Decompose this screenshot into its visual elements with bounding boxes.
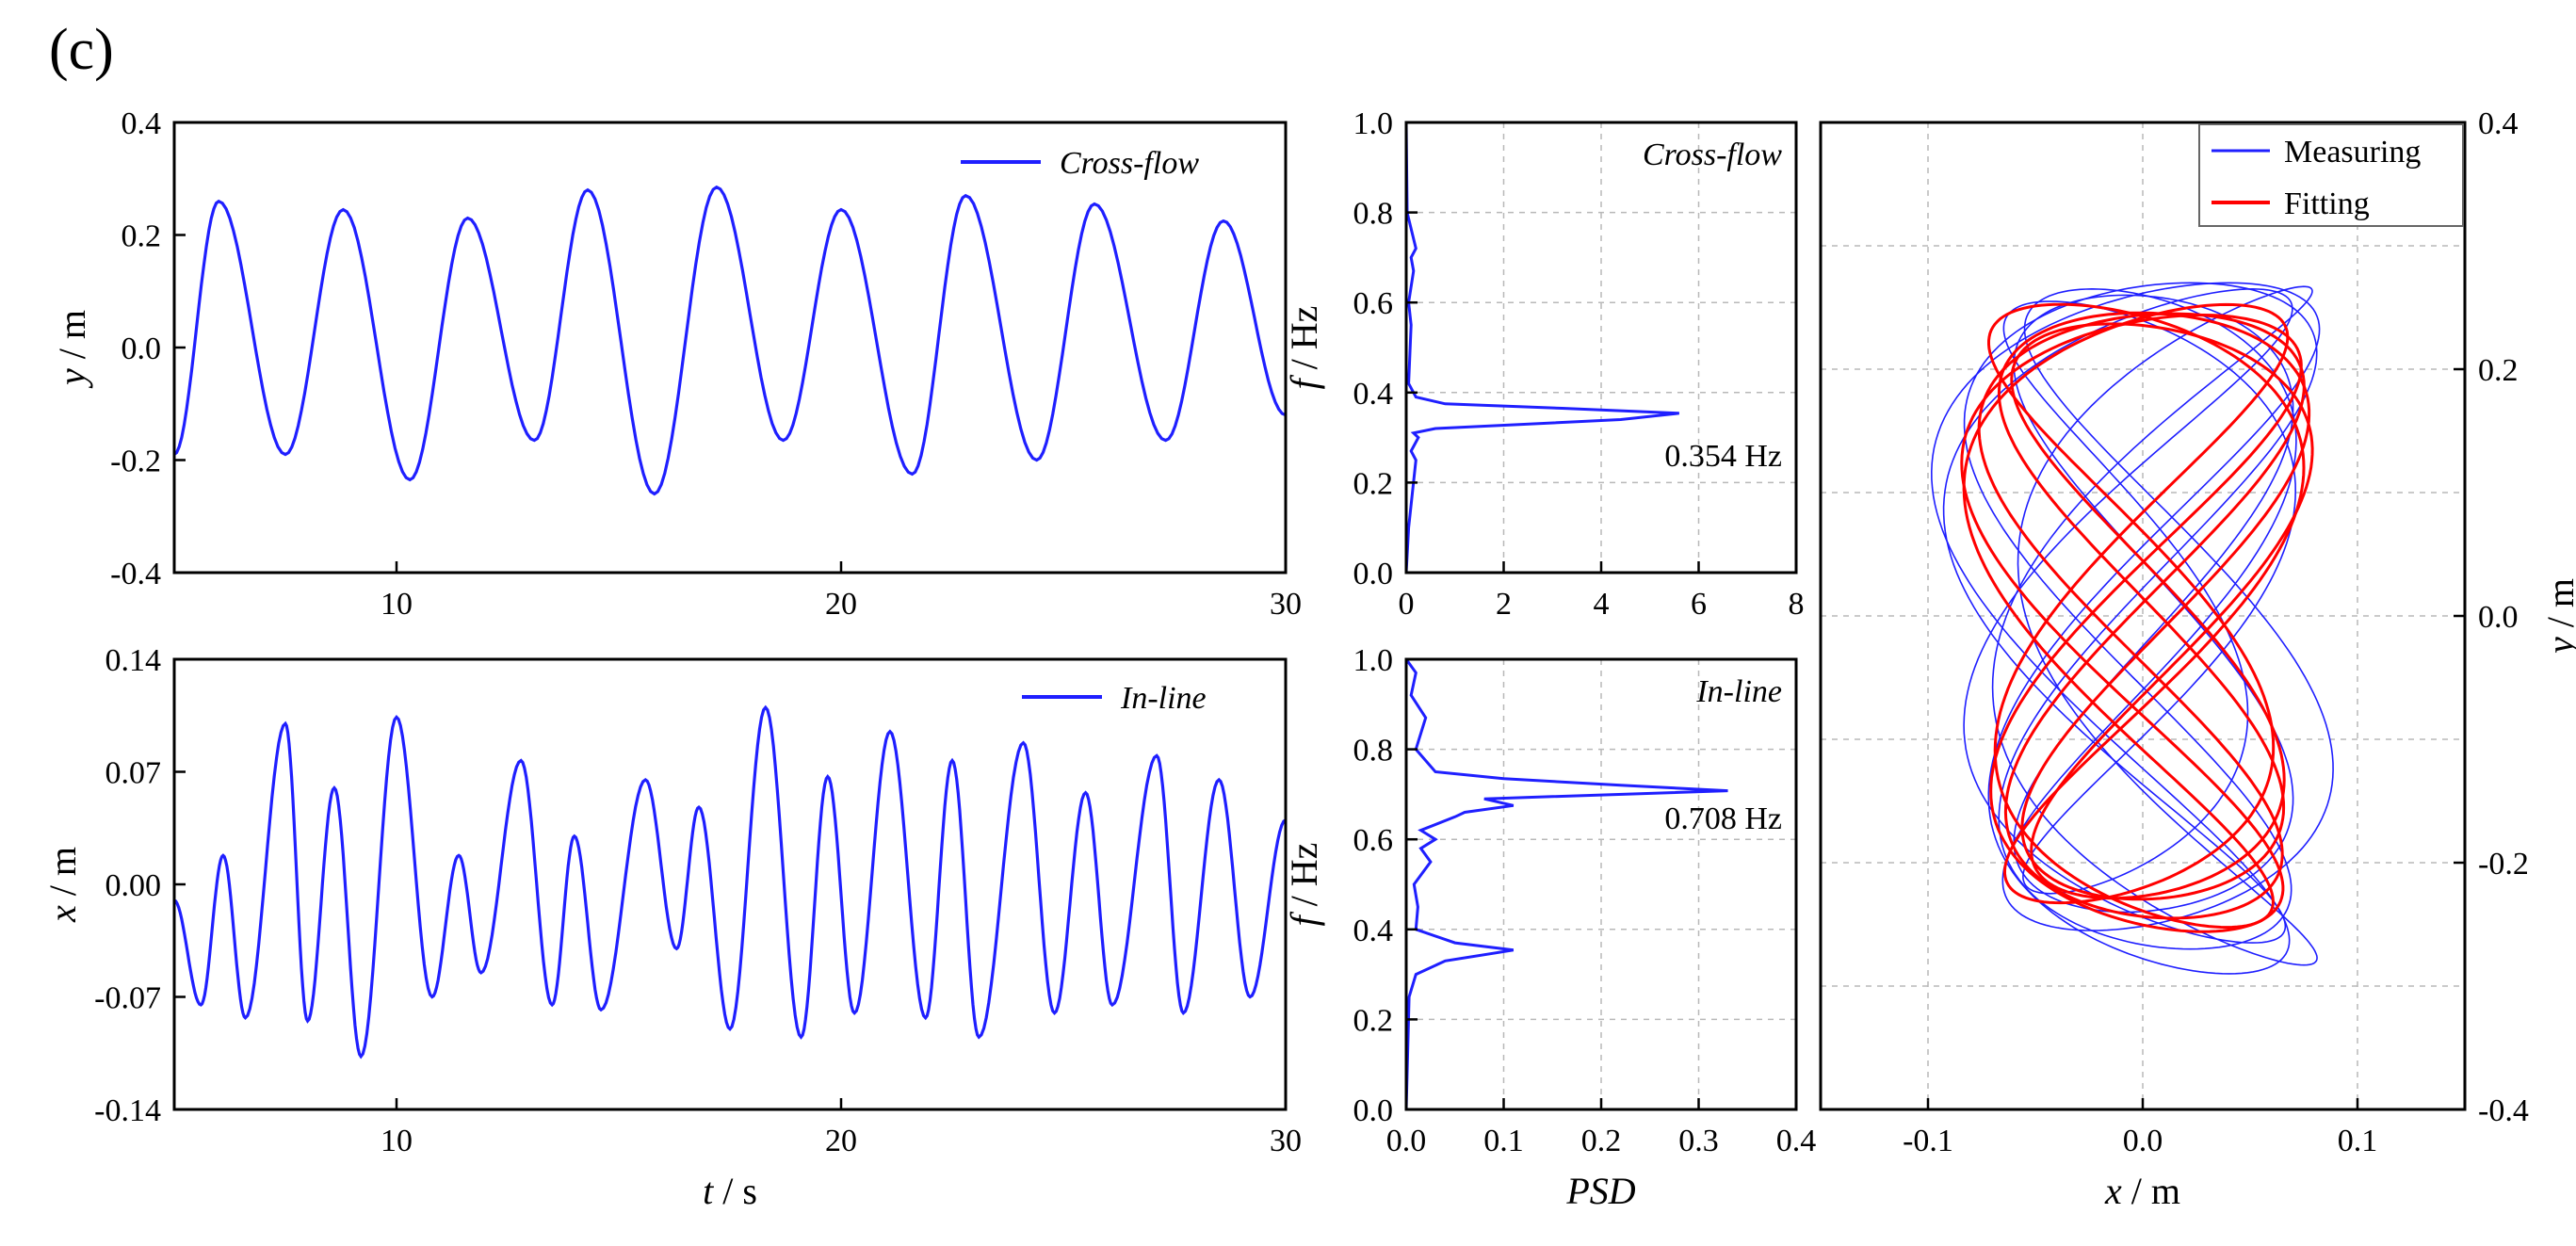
- y-tick-label: -0.4: [110, 557, 161, 591]
- y-tick-label: 0.0: [1353, 1093, 1394, 1128]
- y-tick-label: 0.6: [1353, 823, 1394, 858]
- psd_cross-frame: [1404, 121, 1798, 574]
- x-tick-label: 20: [825, 587, 857, 622]
- measuring-orbit: [1942, 288, 2293, 944]
- measuring-orbit: [1930, 282, 2321, 975]
- panel-legend-label: Cross-flow: [1643, 138, 1782, 172]
- x-tick-label: 0.4: [1776, 1124, 1817, 1158]
- legend-label-in-line: In-line: [1120, 681, 1207, 716]
- measuring-orbit: [1963, 282, 2318, 950]
- y-tick-label: 0.2: [1353, 1003, 1394, 1038]
- x-tick-label: 0.2: [1581, 1124, 1622, 1158]
- x-tick-label: -0.1: [1903, 1124, 1953, 1158]
- peak-frequency-annotation: 0.708 Hz: [1664, 801, 1782, 836]
- legend-label-measuring: Measuring: [2284, 135, 2421, 170]
- y-tick-label: -0.14: [94, 1093, 161, 1128]
- y-tick-label: 0.6: [1353, 286, 1394, 321]
- x-tick-label: 10: [381, 587, 413, 622]
- y-tick-label: 0.2: [1353, 466, 1394, 501]
- panel-legend-label: In-line: [1695, 674, 1782, 709]
- measuring-orbit: [2001, 288, 2334, 931]
- y-axis-label: y / m: [2539, 578, 2576, 657]
- measuring-orbit: [2002, 300, 2297, 895]
- y-tick-label: 0.0: [2478, 600, 2519, 635]
- x-tick-label: 10: [381, 1124, 413, 1158]
- x-tick-label: 8: [1789, 587, 1805, 622]
- x-tick-label: 0.3: [1678, 1124, 1719, 1158]
- x-axis-label: t / s: [703, 1170, 757, 1212]
- y-tick-label: 0.00: [105, 868, 162, 903]
- psd_cross-series-line: [1404, 121, 1679, 574]
- x-tick-label: 20: [825, 1124, 857, 1158]
- x-tick-label: 0.0: [2123, 1124, 2163, 1158]
- y-axis-label: f / Hz: [1283, 306, 1325, 390]
- x-tick-label: 0.1: [1483, 1124, 1524, 1158]
- peak-frequency-annotation: 0.354 Hz: [1664, 439, 1782, 474]
- y-tick-label: 0.8: [1353, 734, 1394, 769]
- x-tick-label: 2: [1496, 587, 1512, 622]
- y-tick-label: -0.07: [94, 981, 161, 1016]
- y-tick-label: 0.8: [1353, 197, 1394, 232]
- y-tick-label: 1.0: [1353, 106, 1394, 141]
- fitting-orbit: [1987, 302, 2306, 905]
- x-tick-label: 4: [1594, 587, 1610, 622]
- y-axis-label: x / m: [41, 847, 84, 923]
- y-axis-label: f / Hz: [1283, 843, 1325, 927]
- legend-box: [2198, 123, 2464, 227]
- legend-label-fitting: Fitting: [2284, 186, 2370, 221]
- y-tick-label: -0.2: [2478, 847, 2529, 882]
- fitting-orbit: [2010, 322, 2314, 900]
- psd_inline-frame: [1404, 657, 1798, 1111]
- y-axis-label: y / m: [51, 310, 93, 389]
- y-tick-label: 0.2: [2478, 353, 2519, 388]
- y-tick-label: -0.2: [110, 445, 161, 479]
- x-tick-label: 0.1: [2338, 1124, 2378, 1158]
- legend-label-cross-flow: Cross-flow: [1060, 146, 1199, 181]
- y-tick-label: 0.4: [1353, 914, 1394, 948]
- cross-flow-series-line: [173, 185, 1287, 496]
- fitting-orbit: [1962, 302, 2290, 930]
- y-tick-label: 0.4: [122, 106, 162, 141]
- panel-label: (c): [49, 18, 114, 82]
- x-tick-label: 6: [1691, 587, 1707, 622]
- y-tick-label: -0.4: [2478, 1093, 2529, 1128]
- y-tick-label: 0.2: [122, 219, 162, 254]
- psd_inline-series-line: [1404, 658, 1728, 1110]
- in-line-series-line: [173, 704, 1287, 1060]
- y-tick-label: 0.14: [105, 643, 162, 678]
- x-tick-label: 30: [1270, 1124, 1302, 1158]
- measuring-orbit: [1991, 285, 2318, 966]
- y-tick-label: 0.4: [2478, 106, 2519, 141]
- measuring-orbit: [2013, 294, 2294, 914]
- fitting-orbit: [1997, 311, 2311, 901]
- x-tick-label: 0.0: [1386, 1124, 1427, 1158]
- x-tick-label: 0: [1399, 587, 1415, 622]
- fitting-orbit: [1977, 312, 2306, 920]
- in-line-time-plot-frame: [172, 657, 1288, 1111]
- cross-flow-time-plot-frame: [172, 121, 1288, 574]
- y-tick-label: 1.0: [1353, 643, 1394, 678]
- x-axis-label: x / m: [2104, 1170, 2180, 1212]
- x-tick-label: 30: [1270, 587, 1302, 622]
- y-tick-label: 0.0: [1353, 557, 1394, 591]
- y-tick-label: 0.0: [122, 332, 162, 366]
- y-tick-label: 0.07: [105, 756, 162, 791]
- fitting-orbit: [1960, 314, 2303, 933]
- y-tick-label: 0.4: [1353, 377, 1394, 412]
- x-axis-label: PSD: [1565, 1170, 1635, 1212]
